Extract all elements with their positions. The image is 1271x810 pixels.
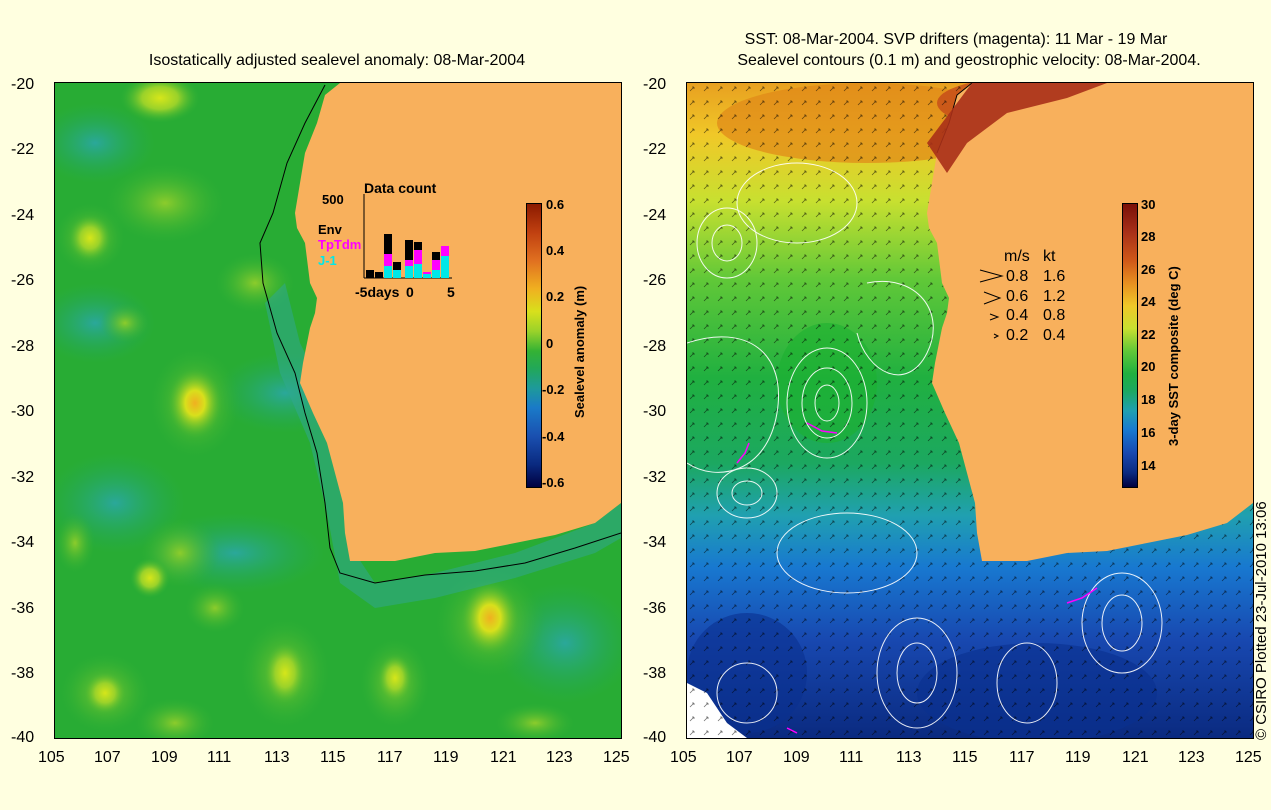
velocity-kt: 0.4: [1043, 327, 1066, 344]
x-tick: 115: [952, 749, 978, 766]
y-tick: -32: [643, 469, 667, 486]
y-tick: -28: [643, 338, 667, 355]
cb-tick: 14: [1141, 458, 1156, 473]
cb-tick: 24: [1141, 294, 1156, 309]
cb-tick: 18: [1141, 392, 1156, 407]
velocity-legend-header-ms: m/s: [1004, 248, 1030, 265]
y-tick: -20: [643, 76, 667, 93]
legend-tptdm: TpTdm: [318, 237, 362, 252]
cb-tick: -0.4: [542, 429, 565, 444]
velocity-ms: 0.6: [1006, 288, 1029, 305]
velocity-ms: 0.4: [1006, 307, 1029, 324]
y-tick: -38: [643, 665, 667, 682]
x-tick: 117: [1009, 749, 1035, 766]
cb-tick: 22: [1141, 327, 1156, 342]
y-tick: -24: [643, 207, 667, 224]
x-tick: 109: [783, 749, 810, 766]
cb-tick: 28: [1141, 229, 1156, 244]
inset-bars: [363, 194, 452, 279]
y-tick: -40: [11, 729, 35, 746]
cb-tick: 30: [1141, 197, 1156, 212]
x-tick: 121: [490, 749, 517, 766]
y-tick: -30: [643, 403, 667, 420]
velocity-arrow-icons: [979, 269, 1004, 339]
x-tick: 113: [896, 749, 922, 766]
x-tick: 111: [839, 749, 864, 766]
y-tick: -36: [11, 600, 35, 617]
x-tick: 123: [1178, 749, 1205, 766]
y-tick: -34: [643, 534, 667, 551]
sst-colorbar: [1122, 203, 1138, 488]
x-tick: 125: [603, 749, 630, 766]
x-tick: 113: [264, 749, 290, 766]
x-tick: 125: [1235, 749, 1262, 766]
x-tick: 123: [546, 749, 573, 766]
velocity-kt: 1.2: [1043, 288, 1066, 305]
plot-credit: © CSIRO Plotted 23-Jul-2010 13:06: [1253, 501, 1270, 740]
x-tick: 117: [377, 749, 403, 766]
velocity-kt: 1.6: [1043, 268, 1066, 285]
cb-tick: 0.6: [546, 197, 565, 212]
x-tick: 115: [320, 749, 346, 766]
inset-x-label: 5: [447, 284, 455, 300]
x-tick: 121: [1122, 749, 1149, 766]
right-map-title-2: Sealevel contours (0.1 m) and geostrophi…: [737, 52, 1201, 69]
y-tick: -28: [11, 338, 35, 355]
x-tick: 105: [38, 749, 65, 766]
sla-colorbar-label: Sealevel anomaly (m): [572, 285, 587, 418]
cb-tick: 16: [1141, 425, 1156, 440]
y-tick: -40: [643, 729, 667, 746]
x-tick: 107: [726, 749, 753, 766]
sla-colorbar: [526, 203, 542, 488]
y-tick: -22: [643, 141, 667, 158]
x-tick: 109: [151, 749, 178, 766]
cb-tick: 20: [1141, 359, 1156, 374]
y-tick: -20: [11, 76, 35, 93]
sst-map: [686, 82, 1254, 739]
x-tick: 105: [670, 749, 697, 766]
y-tick: -26: [643, 272, 667, 289]
cb-tick: -0.6: [542, 475, 565, 490]
inset-x-label: 0: [406, 284, 414, 300]
cb-tick: 0.2: [546, 289, 565, 304]
velocity-kt: 0.8: [1043, 307, 1066, 324]
y-tick: -34: [11, 534, 35, 551]
y-tick: -26: [11, 272, 35, 289]
y-tick: -38: [11, 665, 35, 682]
cb-tick: 0.4: [546, 243, 565, 258]
right-map-title-1: SST: 08-Mar-2004. SVP drifters (magenta)…: [744, 31, 1168, 48]
inset-ymax: 500: [322, 192, 344, 207]
velocity-ms: 0.2: [1006, 327, 1029, 344]
cb-tick: -0.2: [542, 382, 565, 397]
sealevel-anomaly-map: [54, 82, 622, 739]
legend-j1: J-1: [318, 253, 337, 268]
x-tick: 119: [433, 749, 459, 766]
legend-env: Env: [318, 222, 342, 237]
x-tick: 111: [207, 749, 232, 766]
sst-colorbar-label: 3-day SST composite (deg C): [1166, 266, 1181, 446]
cb-tick: 0: [546, 336, 554, 351]
x-tick: 119: [1065, 749, 1091, 766]
velocity-legend-header-kt: kt: [1043, 248, 1056, 265]
cb-tick: 26: [1141, 262, 1156, 277]
inset-x-label: -5days: [355, 284, 400, 300]
velocity-ms: 0.8: [1006, 268, 1029, 285]
left-map-title: Isostatically adjusted sealevel anomaly:…: [148, 52, 526, 69]
y-tick: -32: [11, 469, 35, 486]
y-tick: -36: [643, 600, 667, 617]
x-tick: 107: [94, 749, 121, 766]
y-tick: -30: [11, 403, 35, 420]
inset-title: Data count: [364, 180, 437, 196]
y-tick: -22: [11, 141, 35, 158]
y-tick: -24: [11, 207, 35, 224]
